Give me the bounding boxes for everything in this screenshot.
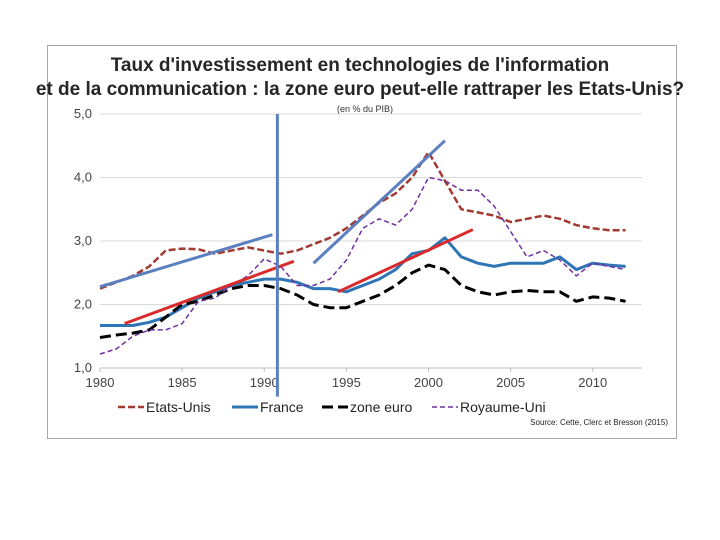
series-line-royaume-uni bbox=[99, 176, 626, 355]
legend-label: Etats-Unis bbox=[146, 399, 211, 415]
trend-euro-2-line bbox=[337, 228, 474, 294]
y-tick-label: 5,0 bbox=[74, 106, 92, 121]
x-tick-label: 2005 bbox=[496, 375, 525, 390]
legend-label: Royaume-Uni bbox=[460, 399, 546, 415]
trend-us-1-line bbox=[99, 233, 273, 289]
x-tick-label: 1990 bbox=[250, 375, 279, 390]
y-tick-label: 2,0 bbox=[74, 297, 92, 312]
trend-euro-1-line bbox=[124, 259, 295, 325]
y-tick-label: 3,0 bbox=[74, 233, 92, 248]
chart-title: Taux d'investissement en technologies de… bbox=[110, 55, 610, 76]
x-tick-label: 2010 bbox=[578, 375, 607, 390]
series-line-zone-euro bbox=[99, 263, 626, 339]
y-tick-label: 4,0 bbox=[74, 170, 92, 185]
x-tick-label: 1985 bbox=[168, 375, 197, 390]
y-tick-label: 1,0 bbox=[74, 360, 92, 375]
chart-frame bbox=[47, 45, 677, 439]
series-line-etats-unis bbox=[99, 150, 626, 290]
legend-label: zone euro bbox=[350, 399, 412, 415]
x-tick-label: 2000 bbox=[414, 375, 443, 390]
trend-us-2-line bbox=[312, 139, 446, 265]
x-tick-label: 1995 bbox=[332, 375, 361, 390]
chart-title-line2: et de la communication : la zone euro pe… bbox=[35, 79, 685, 100]
legend-label: France bbox=[260, 399, 304, 415]
x-tick-label: 1980 bbox=[86, 375, 115, 390]
chart-source: Source: Cette, Clerc et Bresson (2015) bbox=[530, 418, 668, 427]
chart-subtitle: (en % du PIB) bbox=[337, 104, 394, 114]
